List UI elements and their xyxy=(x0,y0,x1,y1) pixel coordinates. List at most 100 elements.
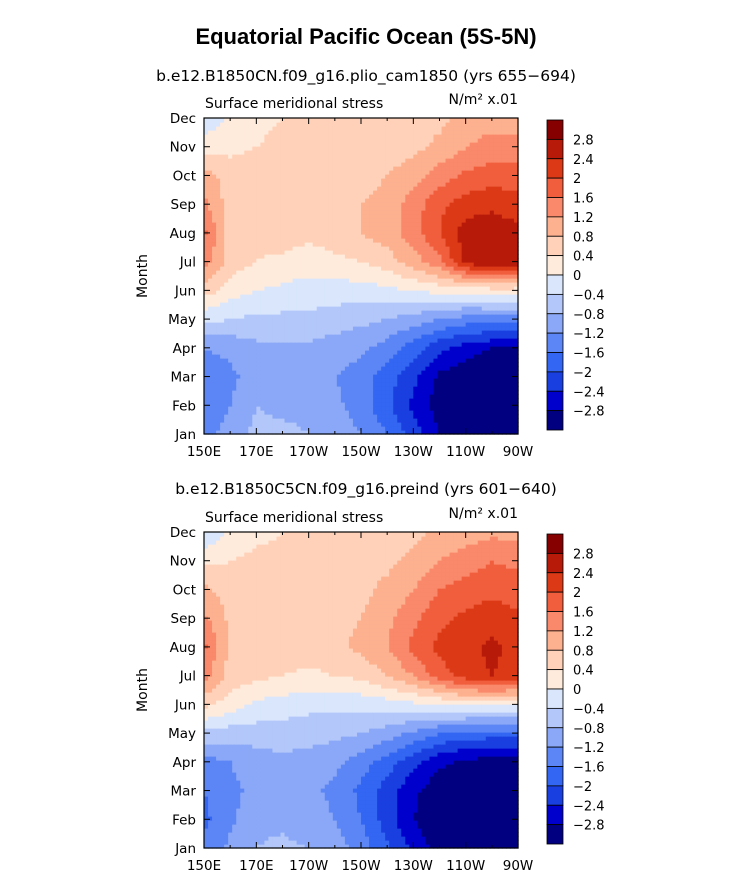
heatmap-cell xyxy=(401,402,406,407)
heatmap-cell xyxy=(304,214,310,219)
heatmap-cell xyxy=(348,294,354,299)
heatmap-cell xyxy=(405,222,410,227)
heatmap-cell xyxy=(212,306,217,311)
heatmap-cell xyxy=(204,226,209,231)
heatmap-cell xyxy=(465,322,471,327)
heatmap-cell xyxy=(304,190,310,195)
heatmap-cell xyxy=(369,258,374,263)
heatmap-cell xyxy=(220,314,225,319)
heatmap-cell xyxy=(501,422,507,427)
heatmap-cell xyxy=(377,278,382,283)
heatmap-cell xyxy=(473,322,479,327)
heatmap-cell xyxy=(276,366,282,371)
heatmap-cell xyxy=(369,350,374,355)
heatmap-cell xyxy=(280,390,286,395)
heatmap-cell xyxy=(216,278,221,283)
heatmap-cell xyxy=(252,342,257,347)
heatmap-cell xyxy=(441,350,447,355)
heatmap-cell xyxy=(228,230,233,235)
heatmap-cell xyxy=(485,378,491,383)
heatmap-cell xyxy=(497,430,503,435)
heatmap-cell xyxy=(244,410,249,415)
heatmap-cell xyxy=(417,286,422,291)
heatmap-cell xyxy=(421,426,427,431)
heatmap-cell xyxy=(272,190,278,195)
heatmap-cell xyxy=(296,390,302,395)
heatmap-cell xyxy=(413,326,418,331)
heatmap-cell xyxy=(296,322,302,327)
heatmap-cell xyxy=(268,422,274,427)
heatmap-cell xyxy=(212,338,217,343)
heatmap-cell xyxy=(397,266,402,271)
heatmap-cell xyxy=(449,242,455,247)
heatmap-cell xyxy=(344,202,350,207)
heatmap-cell xyxy=(252,338,257,343)
heatmap-cell xyxy=(272,194,278,199)
heatmap-cell xyxy=(352,246,358,251)
heatmap-cell xyxy=(252,298,257,303)
heatmap-cell xyxy=(280,250,286,255)
heatmap-cell xyxy=(513,182,519,187)
heatmap-cell xyxy=(352,286,358,291)
heatmap-cell xyxy=(481,298,487,303)
heatmap-cell xyxy=(348,346,354,351)
heatmap-cell xyxy=(252,334,257,339)
heatmap-cell xyxy=(413,314,418,319)
heatmap-cell xyxy=(437,330,443,335)
heatmap-cell xyxy=(268,246,274,251)
heatmap-cell xyxy=(513,390,519,395)
heatmap-cell xyxy=(433,386,439,391)
heatmap-cell xyxy=(300,314,306,319)
heatmap-cell xyxy=(348,402,354,407)
heatmap-cell xyxy=(441,430,447,435)
heatmap-cell xyxy=(220,374,225,379)
heatmap-cell xyxy=(304,270,310,275)
heatmap-cell xyxy=(473,278,479,283)
heatmap-cell xyxy=(453,378,459,383)
heatmap-cell xyxy=(208,294,213,299)
heatmap-cell xyxy=(417,206,422,211)
heatmap-cell xyxy=(405,286,410,291)
heatmap-cell xyxy=(397,314,402,319)
heatmap-cell xyxy=(445,274,451,279)
heatmap-cell xyxy=(356,286,362,291)
heatmap-cell xyxy=(304,430,310,435)
heatmap-cell xyxy=(272,414,278,419)
heatmap-cell xyxy=(352,182,358,187)
heatmap-cell xyxy=(260,206,265,211)
heatmap-cell xyxy=(332,362,338,367)
heatmap-cell xyxy=(425,190,431,195)
heatmap-cell xyxy=(272,286,278,291)
heatmap-cell xyxy=(413,214,418,219)
heatmap-cell xyxy=(304,318,310,323)
heatmap-cell xyxy=(256,346,261,351)
heatmap-cell xyxy=(284,330,290,335)
heatmap-cell xyxy=(465,378,471,383)
heatmap-cell xyxy=(204,358,209,363)
heatmap-cell xyxy=(469,410,475,415)
heatmap-cell xyxy=(489,214,495,219)
heatmap-cell xyxy=(433,186,439,191)
heatmap-cell xyxy=(397,390,402,395)
heatmap-cell xyxy=(377,334,382,339)
heatmap-cell xyxy=(465,358,471,363)
heatmap-cell xyxy=(453,370,459,375)
heatmap-cell xyxy=(312,406,318,411)
heatmap-cell xyxy=(481,342,487,347)
heatmap-cell xyxy=(457,390,463,395)
heatmap-cell xyxy=(417,330,422,335)
heatmap-cell xyxy=(405,370,410,375)
heatmap-cell xyxy=(413,218,418,223)
heatmap-cell xyxy=(300,414,306,419)
heatmap-cell xyxy=(421,222,427,227)
heatmap-cell xyxy=(381,182,386,187)
heatmap-cell xyxy=(356,258,362,263)
heatmap-cell xyxy=(457,366,463,371)
heatmap-cell xyxy=(369,302,374,307)
heatmap-cell xyxy=(385,378,390,383)
heatmap-cell xyxy=(304,206,310,211)
heatmap-cell xyxy=(441,382,447,387)
heatmap-cell xyxy=(224,214,229,219)
heatmap-cell xyxy=(453,186,459,191)
